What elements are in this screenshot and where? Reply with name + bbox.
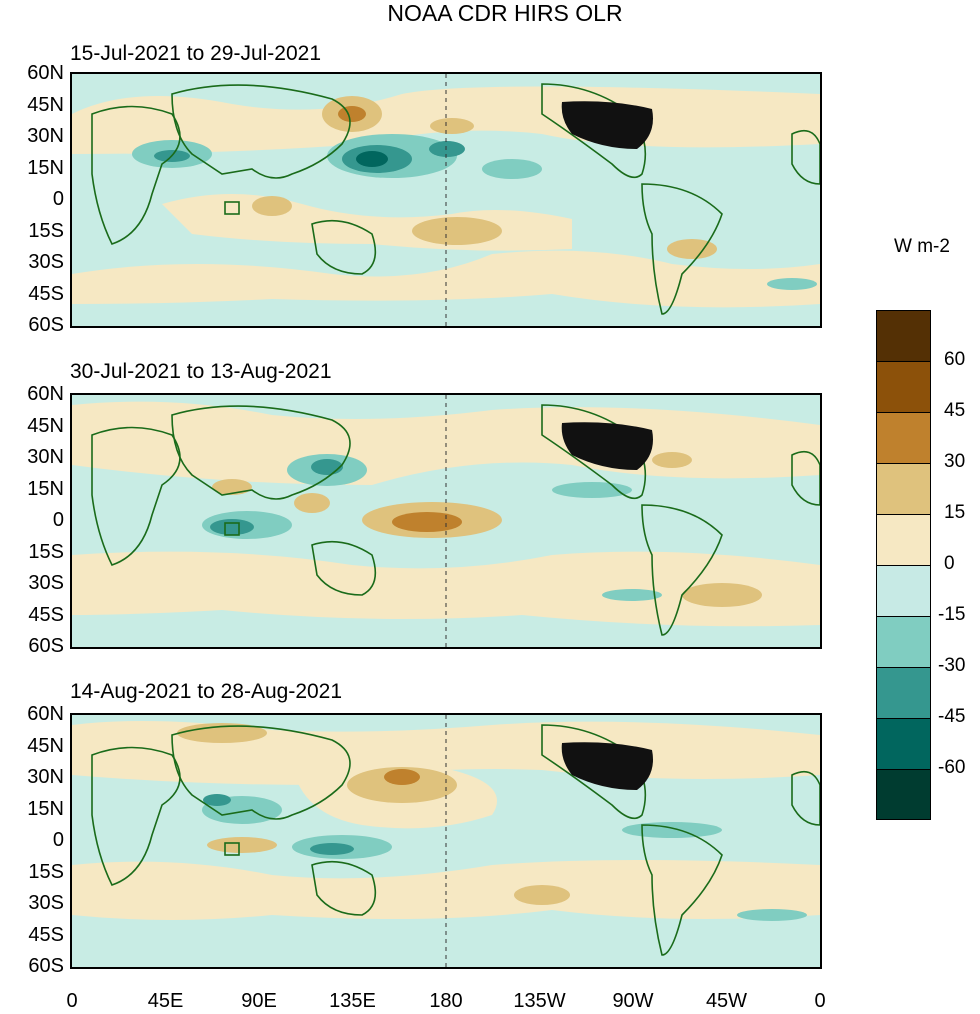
lat-label-p1-8: 60S xyxy=(28,314,64,336)
colorbar-label-1: 45 xyxy=(944,400,966,421)
land-outlines xyxy=(91,404,820,636)
lat-label-p1-6: 30S xyxy=(28,251,64,273)
lat-label-p2-0: 60N xyxy=(27,383,64,405)
colorbar-label-8: -60 xyxy=(938,757,966,778)
lat-label-p3-6: 30S xyxy=(28,892,64,914)
lat-label-p3-3: 15N xyxy=(27,797,64,820)
land-outlines xyxy=(91,83,820,315)
lon-label-6: 90W xyxy=(612,990,654,1012)
lat-label-p1-1: 45N xyxy=(27,93,64,116)
lat-label-p1-7: 45S xyxy=(28,282,64,305)
panel-1-anomaly-field xyxy=(72,83,820,315)
lat-label-p3-1: 45N xyxy=(27,734,64,757)
colorbar-swatch-8 xyxy=(876,718,931,769)
colorbar-swatch-2 xyxy=(876,412,931,463)
panel-1-dateline xyxy=(445,74,447,326)
panel-2-map xyxy=(72,395,820,647)
lon-label-5: 135W xyxy=(513,990,566,1012)
colorbar-swatch-7 xyxy=(876,667,931,718)
colorbar-swatch-6 xyxy=(876,616,931,667)
colorbar-label-7: -45 xyxy=(938,706,966,727)
lat-label-p2-5: 15S xyxy=(28,540,64,563)
lat-label-p1-4: 0 xyxy=(52,188,64,210)
colorbar-swatch-3 xyxy=(876,463,931,514)
lon-label-1: 45E xyxy=(147,990,184,1012)
lat-label-p2-8: 60S xyxy=(28,635,64,657)
lat-label-p2-1: 45N xyxy=(27,414,64,437)
colorbar-unit: W m-2 xyxy=(894,236,950,257)
lat-label-p3-2: 30N xyxy=(27,766,64,788)
lat-label-p3-7: 45S xyxy=(28,923,64,946)
figure-title: NOAA CDR HIRS OLR xyxy=(387,0,623,26)
lon-label-3: 135E xyxy=(329,990,376,1012)
colorbar-swatch-5 xyxy=(876,565,931,616)
colorbar-swatch-1 xyxy=(876,361,931,412)
panel-3-title: 14-Aug-2021 to 28-Aug-2021 xyxy=(70,680,343,703)
colorbar-label-3: 15 xyxy=(944,502,966,523)
colorbar-label-5: -15 xyxy=(938,604,966,625)
panel-2-dateline xyxy=(445,395,447,647)
lat-label-p1-0: 60N xyxy=(27,62,64,84)
lat-label-p3-4: 0 xyxy=(52,829,64,851)
panel-3-dateline xyxy=(445,715,447,967)
lat-label-p1-2: 30N xyxy=(27,125,64,147)
lat-label-p2-3: 15N xyxy=(27,477,64,500)
colorbar-swatch-9 xyxy=(876,769,931,820)
colorbar-label-2: 30 xyxy=(944,451,966,472)
panel-1-map xyxy=(72,74,820,326)
lat-label-p2-4: 0 xyxy=(52,509,64,531)
lon-label-2: 90E xyxy=(241,990,277,1012)
lon-label-7: 45W xyxy=(705,990,748,1012)
colorbar-label-4: 0 xyxy=(944,553,955,574)
lat-label-p2-2: 30N xyxy=(27,446,64,468)
panel-3-map xyxy=(72,715,820,967)
panel-1-title: 15-Jul-2021 to 29-Jul-2021 xyxy=(70,42,321,65)
land-outlines xyxy=(91,724,820,956)
lat-label-p1-5: 15S xyxy=(28,219,64,242)
colorbar-swatch-4 xyxy=(876,514,931,565)
lat-label-p3-5: 15S xyxy=(28,860,64,883)
lat-label-p1-3: 15N xyxy=(27,156,64,179)
colorbar-label-0: 60 xyxy=(944,349,966,370)
lon-label-0: 0 xyxy=(66,990,78,1012)
lon-label-8: 0 xyxy=(814,990,826,1012)
lat-label-p2-7: 45S xyxy=(28,603,64,626)
lat-label-p2-6: 30S xyxy=(28,572,64,594)
colorbar-swatch-0 xyxy=(876,310,931,361)
colorbar-label-6: -30 xyxy=(938,655,966,676)
panel-2-title: 30-Jul-2021 to 13-Aug-2021 xyxy=(70,360,332,383)
lat-label-p3-8: 60S xyxy=(28,955,64,977)
lon-label-4: 180 xyxy=(429,990,463,1012)
panel-3-anomaly-field xyxy=(72,721,820,956)
lat-label-p3-0: 60N xyxy=(27,703,64,725)
